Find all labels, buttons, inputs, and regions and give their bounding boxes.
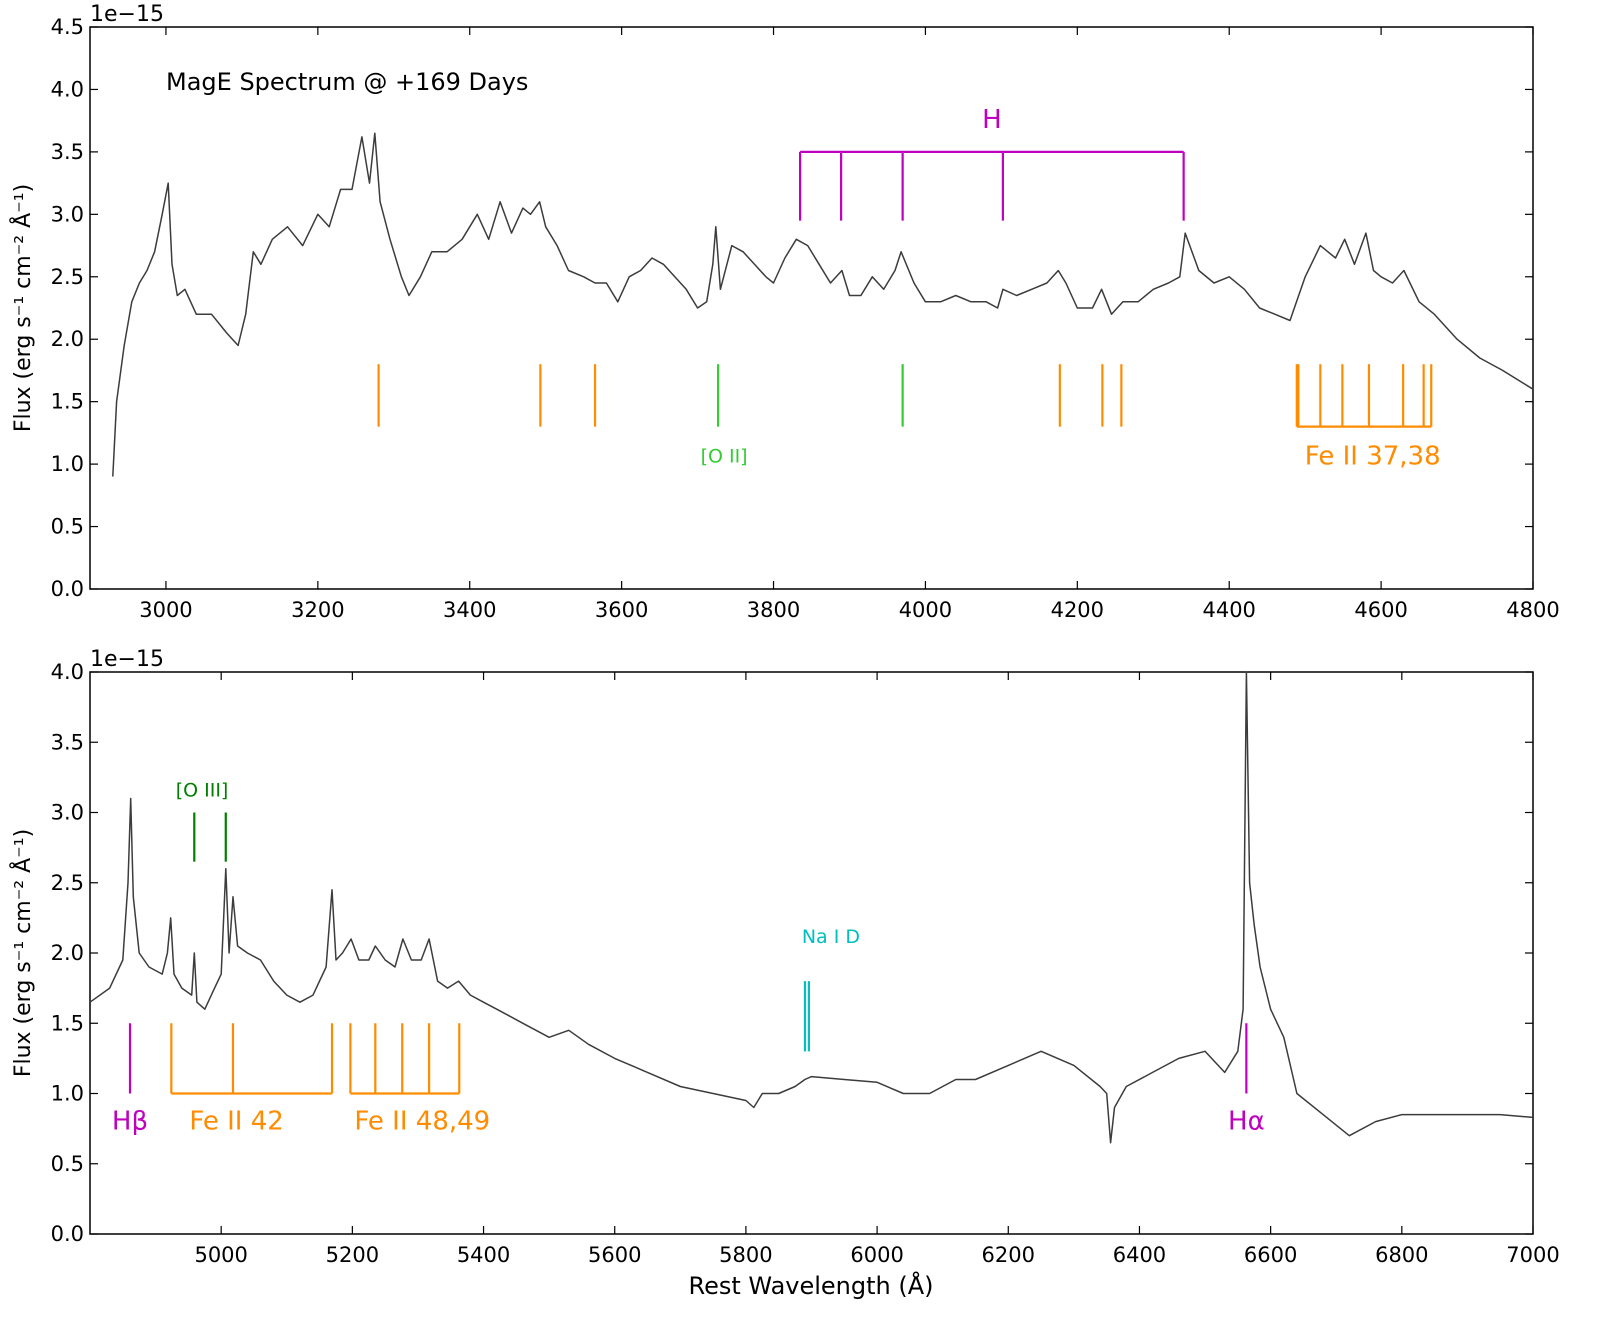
annotation-label: Fe II 42 <box>189 1107 283 1137</box>
x-tick-label: 4400 <box>1202 598 1255 622</box>
bottom-spectrum-series <box>89 671 1534 1144</box>
y-tick-label: 3.0 <box>51 801 84 825</box>
x-tick-label: 5400 <box>457 1243 510 1267</box>
x-tick-label: 3200 <box>291 598 344 622</box>
x-tick-label: 5000 <box>194 1243 247 1267</box>
top-panel-title: MagE Spectrum @ +169 Days <box>166 68 528 96</box>
y-tick-label: 4.0 <box>51 77 84 101</box>
annotation-label: Hβ <box>112 1107 148 1137</box>
y-tick-label: 3.5 <box>51 140 84 164</box>
top-y-axis-label: Flux (erg s⁻¹ cm⁻² Å⁻¹) <box>9 184 36 432</box>
annotation-label: Hα <box>1228 1107 1265 1137</box>
y-tick-label: 1.0 <box>51 1082 84 1106</box>
x-tick-label: 4600 <box>1354 598 1407 622</box>
bottom-line-annotations: Hβ [O III] Fe II 42 Fe II 48,49 Na I D Hα <box>112 780 1265 1137</box>
annotation-label: H <box>982 105 1002 135</box>
y-tick-label: 3.5 <box>51 730 84 754</box>
top-y-scale-label: 1e−15 <box>90 2 164 27</box>
x-tick-label: 5600 <box>588 1243 641 1267</box>
x-tick-label: 5200 <box>326 1243 379 1267</box>
y-tick-label: 2.5 <box>51 871 84 895</box>
x-tick-label: 4800 <box>1506 598 1559 622</box>
y-tick-label: 2.5 <box>51 265 84 289</box>
annotation-label: Na I D <box>802 926 860 948</box>
top-plot-frame <box>89 26 1534 590</box>
y-tick-label: 2.0 <box>51 327 84 351</box>
bottom-y-axis-label: Flux (erg s⁻¹ cm⁻² Å⁻¹) <box>9 829 36 1077</box>
annotation-label: [O III] <box>176 780 229 802</box>
x-tick-label: 6200 <box>982 1243 1035 1267</box>
y-tick-label: 0.5 <box>51 515 84 539</box>
bottom-axis-ticks: 5000 5200 5400 5600 5800 6000 6200 6400 6600 6800… <box>51 660 1560 1267</box>
x-tick-label: 4200 <box>1051 598 1104 622</box>
bottom-spectrum-panel: 1e−15 Flux (erg s⁻¹ cm⁻² Å⁻¹) Rest Wavel… <box>9 647 1560 1300</box>
top-axis-ticks: 3000 3200 3400 3600 3800 4000 4200 4400 4600 4800… <box>51 15 1560 622</box>
bottom-y-scale-label: 1e−15 <box>90 647 164 672</box>
y-tick-label: 1.5 <box>51 1011 84 1035</box>
x-tick-label: 5800 <box>719 1243 772 1267</box>
top-line-annotations: H [O II] Fe II 37,38 <box>377 105 1441 472</box>
y-tick-label: 2.0 <box>51 941 84 965</box>
x-tick-label: 3400 <box>443 598 496 622</box>
y-tick-label: 0.0 <box>51 1222 84 1246</box>
top-spectrum-series <box>112 132 1534 477</box>
y-tick-label: 0.5 <box>51 1152 84 1176</box>
x-axis-label: Rest Wavelength (Å) <box>688 1271 933 1300</box>
x-tick-label: 3600 <box>595 598 648 622</box>
x-tick-label: 3800 <box>747 598 800 622</box>
top-spectrum-panel: MagE Spectrum @ +169 Days 1e−15 Flux (er… <box>9 2 1560 622</box>
y-tick-label: 4.5 <box>51 15 84 39</box>
annotation-label: Fe II 37,38 <box>1305 442 1441 472</box>
x-tick-label: 3000 <box>139 598 192 622</box>
annotation-label: [O II] <box>701 446 748 468</box>
y-tick-label: 4.0 <box>51 660 84 684</box>
y-tick-label: 1.5 <box>51 390 84 414</box>
y-tick-label: 3.0 <box>51 202 84 226</box>
x-tick-label: 6400 <box>1113 1243 1166 1267</box>
x-tick-label: 6000 <box>850 1243 903 1267</box>
x-tick-label: 7000 <box>1506 1243 1559 1267</box>
annotation-label: Fe II 48,49 <box>354 1107 490 1137</box>
x-tick-label: 6600 <box>1244 1243 1297 1267</box>
y-tick-label: 1.0 <box>51 452 84 476</box>
bottom-plot-frame <box>89 671 1534 1235</box>
x-tick-label: 6800 <box>1375 1243 1428 1267</box>
y-tick-label: 0.0 <box>51 577 84 601</box>
x-tick-label: 4000 <box>899 598 952 622</box>
spectrum-line <box>112 132 1534 477</box>
spectrum-line <box>89 671 1534 1144</box>
